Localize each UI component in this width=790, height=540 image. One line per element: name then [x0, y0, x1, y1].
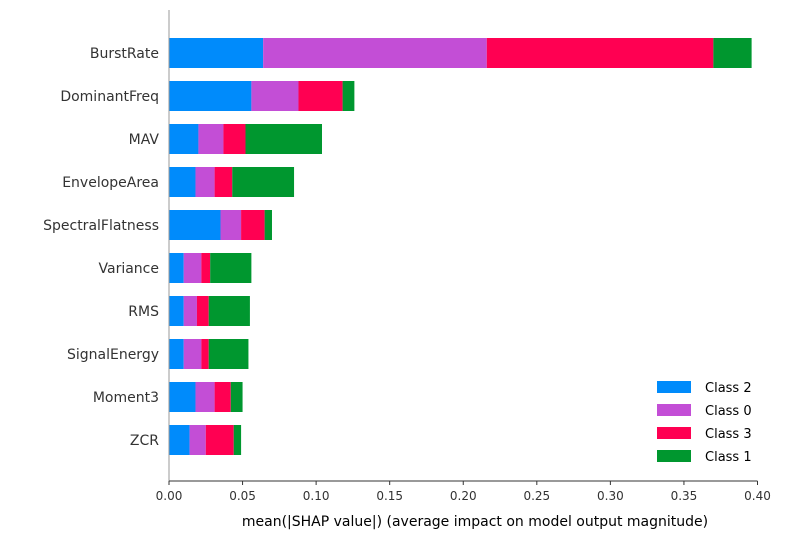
- x-tick-label: 0.15: [376, 489, 403, 503]
- bar-BurstRate-class-2: [169, 38, 264, 68]
- x-tick-label: 0.20: [450, 489, 477, 503]
- bar-EnvelopeArea-class-2: [169, 167, 196, 197]
- bar-EnvelopeArea-class-1: [232, 167, 295, 197]
- x-tick-label: 0.10: [303, 489, 330, 503]
- x-tick-label: 0.40: [744, 489, 771, 503]
- bar-SignalEnergy-class-1: [208, 339, 249, 369]
- legend-label: Class 3: [705, 427, 752, 442]
- bar-BurstRate-class-1: [713, 38, 752, 68]
- legend: Class 2 Class 0 Class 3 Class 1: [657, 381, 752, 465]
- bar-MAV-class-1: [245, 124, 322, 154]
- feature-label: SpectralFlatness: [43, 218, 159, 234]
- feature-label: BurstRate: [90, 46, 159, 62]
- bar-BurstRate-class-3: [486, 38, 714, 68]
- feature-label: ZCR: [130, 433, 159, 449]
- bar-Moment3-class-0: [195, 382, 215, 412]
- bar-SpectralFlatness-class-0: [220, 210, 242, 240]
- axes-layer: 0.00 0.05 0.10 0.15 0.20 0.25 0.30 0.35 0.40: [156, 10, 771, 503]
- bar-Variance-class-3: [201, 253, 211, 283]
- x-tick-label: 0.25: [523, 489, 550, 503]
- bar-DominantFreq-class-1: [342, 81, 355, 111]
- bar-RMS-class-3: [196, 296, 209, 326]
- x-tick-label: 0.30: [597, 489, 624, 503]
- bar-RMS-class-0: [183, 296, 197, 326]
- bar-Variance-class-2: [169, 253, 184, 283]
- bar-DominantFreq-class-2: [169, 81, 252, 111]
- bars-layer: [169, 38, 752, 455]
- x-tick-label: 0.35: [671, 489, 698, 503]
- labels-layer: BurstRate DominantFreq MAV EnvelopeArea Spec…: [43, 46, 159, 449]
- bar-ZCR-class-1: [233, 425, 242, 455]
- feature-label: Moment3: [93, 390, 159, 406]
- bar-MAV-class-0: [198, 124, 224, 154]
- bar-Variance-class-0: [183, 253, 202, 283]
- bar-BurstRate-class-0: [263, 38, 487, 68]
- x-tick-label: 0.05: [229, 489, 256, 503]
- bar-SpectralFlatness-class-1: [264, 210, 272, 240]
- bar-DominantFreq-class-3: [298, 81, 343, 111]
- legend-swatch-class-0: [657, 404, 691, 416]
- legend-label: Class 2: [705, 381, 752, 396]
- bar-SignalEnergy-class-2: [169, 339, 184, 369]
- bar-RMS-class-2: [169, 296, 184, 326]
- x-axis-title: mean(|SHAP value|) (average impact on mo…: [242, 514, 708, 530]
- legend-swatch-class-1: [657, 450, 691, 462]
- bar-DominantFreq-class-0: [251, 81, 299, 111]
- bar-ZCR-class-2: [169, 425, 190, 455]
- legend-swatch-class-2: [657, 381, 691, 393]
- bar-Variance-class-1: [210, 253, 252, 283]
- bar-Moment3-class-2: [169, 382, 196, 412]
- bar-SpectralFlatness-class-3: [241, 210, 265, 240]
- bar-Moment3-class-3: [214, 382, 231, 412]
- bar-EnvelopeArea-class-0: [195, 167, 215, 197]
- bar-SignalEnergy-class-0: [183, 339, 202, 369]
- feature-label: Variance: [99, 261, 159, 277]
- legend-label: Class 1: [705, 450, 752, 465]
- x-tick-label: 0.00: [156, 489, 183, 503]
- feature-label: SignalEnergy: [67, 347, 159, 363]
- bar-MAV-class-3: [223, 124, 246, 154]
- feature-label: EnvelopeArea: [62, 175, 159, 191]
- feature-label: RMS: [128, 304, 159, 320]
- bar-Moment3-class-1: [230, 382, 243, 412]
- legend-label: Class 0: [705, 404, 752, 419]
- bar-MAV-class-2: [169, 124, 199, 154]
- feature-label: DominantFreq: [60, 89, 159, 105]
- feature-label: MAV: [129, 132, 160, 148]
- bar-RMS-class-1: [208, 296, 250, 326]
- bar-EnvelopeArea-class-3: [214, 167, 233, 197]
- legend-swatch-class-3: [657, 427, 691, 439]
- bar-SpectralFlatness-class-2: [169, 210, 221, 240]
- bar-ZCR-class-3: [205, 425, 234, 455]
- bar-ZCR-class-0: [189, 425, 206, 455]
- bar-SignalEnergy-class-3: [201, 339, 209, 369]
